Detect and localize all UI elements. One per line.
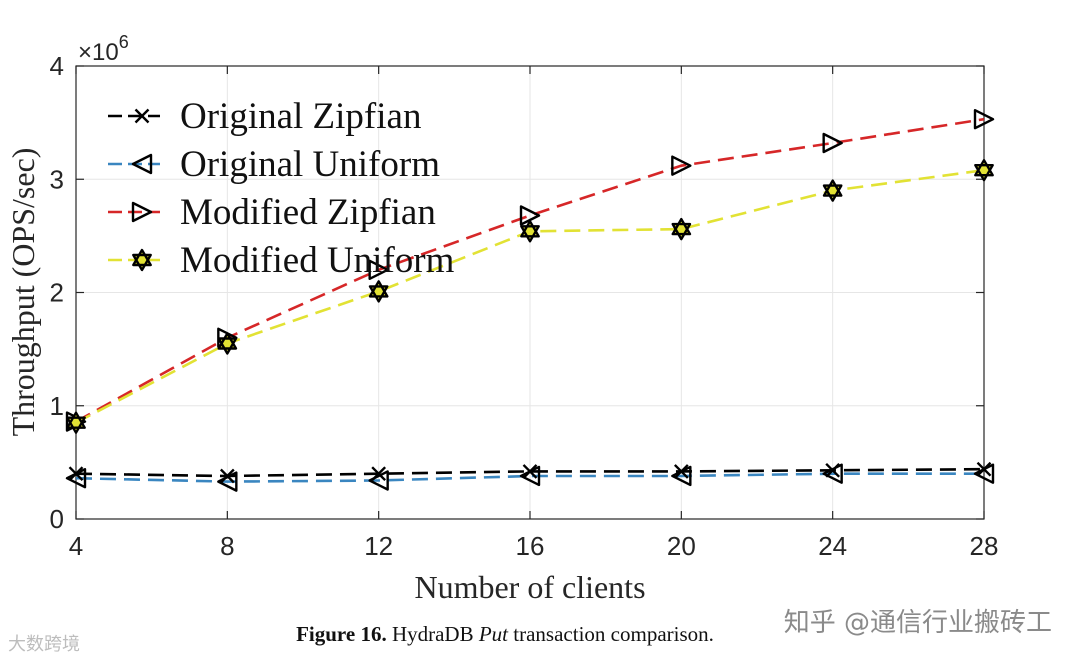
y-tick-label: 3 (50, 164, 64, 194)
caption-label: Figure 16. (296, 622, 387, 646)
data-point (671, 155, 692, 176)
legend: Original Zipfian Original Uniform Modified… (108, 96, 455, 281)
data-point (822, 179, 843, 202)
data-point (519, 465, 541, 487)
data-point (368, 259, 389, 281)
data-point (368, 470, 389, 491)
legend-swatch-marker (134, 108, 150, 124)
data-point (217, 471, 238, 492)
y-exponent: ×106 (78, 32, 129, 66)
x-tick-label: 20 (667, 531, 696, 561)
data-point (671, 217, 692, 241)
watermark-left: 大数跨境 (8, 634, 80, 655)
x-tick-label: 4 (69, 531, 83, 561)
y-tick-label: 4 (50, 51, 64, 81)
x-tick-label: 16 (516, 531, 545, 561)
watermark-right: 知乎 @通信行业搬砖工 (783, 608, 1052, 638)
legend-entry: Original Zipfian (180, 96, 421, 137)
legend-entry: Original Uniform (180, 144, 440, 185)
data-point (671, 465, 692, 487)
data-point (973, 463, 995, 484)
legend-swatch-marker (132, 248, 152, 272)
figure-caption: Figure 16. HydraDB Put transaction compa… (0, 622, 1010, 647)
data-point (65, 468, 87, 489)
legend-entry: Modified Zipfian (180, 192, 436, 233)
x-tick-label: 8 (220, 531, 234, 561)
data-point (368, 280, 389, 303)
data-point (217, 332, 238, 355)
legend-entry: Modified Uniform (180, 240, 455, 281)
caption-text-after: transaction comparison. (513, 622, 714, 646)
y-axis-label: Throughput (OPS/sec) (5, 148, 41, 437)
series-markers (65, 109, 995, 492)
x-tick-label: 28 (970, 531, 999, 561)
series-line-1 (75, 472, 984, 483)
data-point (973, 109, 995, 130)
y-tick-label: 1 (50, 391, 64, 421)
y-tick-label: 2 (50, 278, 64, 308)
y-tick-label: 0 (50, 504, 64, 534)
data-point (66, 411, 86, 434)
caption-text-before: HydraDB (391, 622, 474, 646)
data-point (822, 463, 843, 484)
data-point (974, 159, 994, 182)
x-axis-label: Number of clients (414, 569, 645, 605)
x-tick-label: 24 (818, 531, 847, 561)
data-point (520, 220, 540, 243)
data-point (822, 132, 843, 154)
x-tick-label: 12 (364, 531, 393, 561)
data-point (519, 205, 541, 226)
legend-swatch-marker (131, 201, 153, 223)
legend-swatch-marker (131, 153, 153, 175)
caption-italic: Put (478, 622, 509, 646)
